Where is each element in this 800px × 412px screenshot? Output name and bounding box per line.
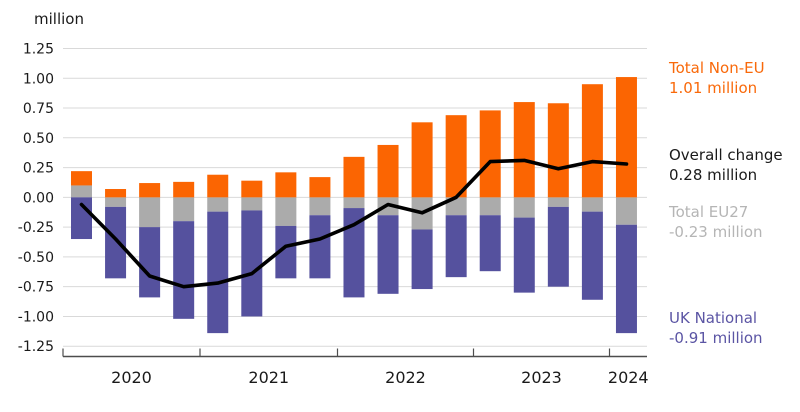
bar-segment <box>411 229 433 290</box>
y-tick-label: 0.50 <box>23 131 54 147</box>
bar-segment <box>581 211 603 300</box>
bar-segment <box>377 215 399 294</box>
bar-segment <box>105 206 127 279</box>
bar-segment <box>513 197 535 218</box>
year-label: 2022 <box>385 368 426 387</box>
y-tick-label: -0.50 <box>18 250 54 266</box>
stacked-bars <box>71 77 637 334</box>
bar-segment <box>275 172 297 198</box>
annotation-total-eu27: Total EU27 -0.23 million <box>669 202 763 242</box>
bar-segment <box>241 180 263 198</box>
bar-segment <box>173 197 195 222</box>
bar-segment <box>207 211 229 334</box>
bar-segment <box>547 103 569 198</box>
bar-segment <box>241 197 263 211</box>
y-tick-labels: 1.25 1.00 0.75 0.50 0.25 0.00 -0.25 -0.50 -0.75 -… <box>18 41 54 355</box>
bar-segment <box>275 197 297 226</box>
bar-segment <box>207 174 229 198</box>
bar-segment <box>445 115 467 198</box>
annotation-overall-change: Overall change 0.28 million <box>669 145 783 185</box>
year-label: 2023 <box>521 368 562 387</box>
bar-segment <box>479 215 501 272</box>
annotation-total-eu27-value: -0.23 million <box>669 223 763 241</box>
bar-segment <box>513 217 535 293</box>
bar-segment <box>343 197 365 209</box>
bar-segment <box>581 197 603 212</box>
bar-segment <box>581 84 603 198</box>
y-tick-label: -0.25 <box>18 220 54 236</box>
y-tick-label: -1.25 <box>18 339 54 355</box>
bar-segment <box>343 156 365 198</box>
bar-segment <box>615 77 637 198</box>
annotation-total-non-eu-value: 1.01 million <box>669 79 758 97</box>
y-tick-label: -1.00 <box>18 309 54 325</box>
year-label: 2024 <box>608 368 649 387</box>
bar-segment <box>139 227 161 298</box>
bar-segment <box>445 215 467 278</box>
bar-segment <box>139 183 161 198</box>
overall-change-polyline <box>79 158 629 289</box>
bar-segment <box>139 197 161 228</box>
annotation-overall-change-value: 0.28 million <box>669 166 758 184</box>
bar-segment <box>411 122 433 198</box>
annotation-total-eu27-name: Total EU27 <box>669 203 749 221</box>
bar-segment <box>615 224 637 334</box>
bar-segment <box>207 197 229 212</box>
y-tick-label: -0.75 <box>18 280 54 296</box>
bar-segment <box>275 225 297 279</box>
bar-segment <box>479 197 501 216</box>
bar-segment <box>173 221 195 319</box>
x-axis <box>62 348 647 358</box>
bar-segment <box>343 208 365 298</box>
bar-segment <box>445 197 467 216</box>
bar-segment <box>309 197 331 216</box>
bar-segment <box>173 181 195 198</box>
y-tick-label: 0.00 <box>23 190 54 206</box>
year-label: 2021 <box>248 368 289 387</box>
bar-segment <box>479 110 501 198</box>
bar-segment <box>377 144 399 198</box>
bar-segment <box>309 177 331 198</box>
y-tick-label: 1.25 <box>23 41 54 57</box>
y-tick-label: 0.75 <box>23 101 54 117</box>
bar-segment <box>71 171 92 186</box>
bar-segment <box>513 102 535 198</box>
bar-segment <box>105 197 127 207</box>
annotation-uk-national-name: UK National <box>669 309 758 327</box>
y-axis-unit-label: million <box>34 10 84 28</box>
bar-segment <box>309 215 331 279</box>
annotation-total-non-eu: Total Non-EU 1.01 million <box>669 58 765 98</box>
y-tick-label: 1.00 <box>23 71 54 87</box>
overall-change-line <box>79 158 629 289</box>
year-label: 2020 <box>111 368 152 387</box>
bar-segment <box>105 189 127 198</box>
annotation-uk-national: UK National -0.91 million <box>669 308 763 348</box>
bar-segment <box>241 210 263 317</box>
bar-segment <box>547 206 569 287</box>
bar-segment <box>547 197 569 207</box>
annotation-overall-change-name: Overall change <box>669 146 783 164</box>
x-axis-year-labels: 2020 2021 2022 2023 2024 <box>111 368 648 387</box>
y-tick-label: 0.25 <box>23 161 54 177</box>
bar-segment <box>71 185 92 198</box>
annotation-total-non-eu-name: Total Non-EU <box>669 59 765 77</box>
bar-segment <box>615 197 637 225</box>
annotation-uk-national-value: -0.91 million <box>669 329 763 347</box>
